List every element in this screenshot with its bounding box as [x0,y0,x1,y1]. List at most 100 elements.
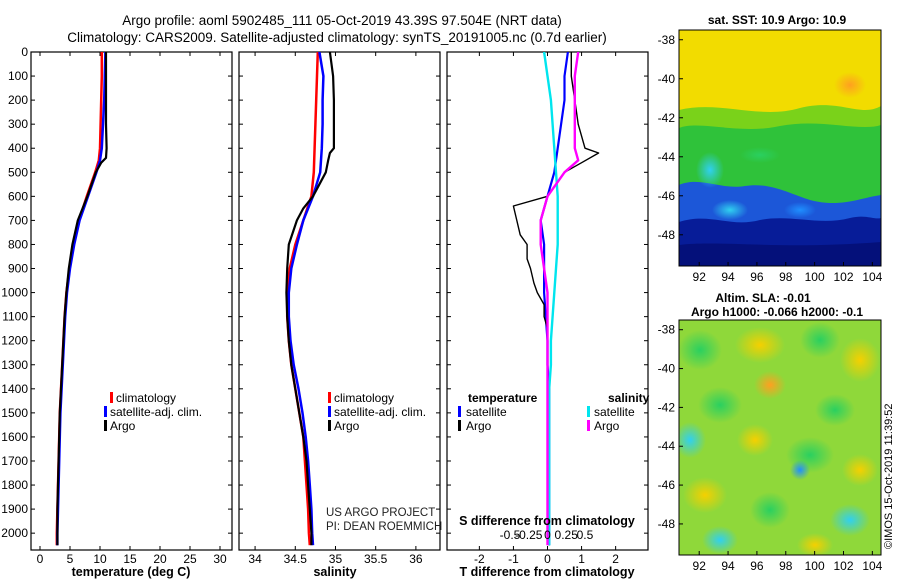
lon-tick-label: 92 [693,270,707,284]
depth-tick-label: 400 [8,141,28,155]
sst-field [679,30,881,266]
x-tick-label: 5 [67,552,74,566]
lat-tick-label: -38 [658,33,676,47]
x-tick-label: 2 [612,552,619,566]
legend-title-salinity: salinity [608,391,650,405]
depth-tick-label: 500 [8,165,28,179]
x-tick-label: -2 [474,552,485,566]
x-tick-label: 36 [409,552,423,566]
temperature-xlabel: temperature (deg C) [72,565,191,579]
s-tick-label: 0.5 [577,528,594,542]
s-tick-label: 0.25 [555,528,579,542]
legend-swatch-s-satellite [587,406,590,417]
legend-title-temperature: temperature [468,391,538,405]
lat-tick-label: -38 [658,323,676,337]
credit-pi: PI: DEAN ROEMMICH [326,521,442,533]
series-line-climatology [55,52,104,546]
depth-tick-label: 300 [8,117,28,131]
lat-tick-label: -40 [658,72,676,86]
sst-map-frame [678,29,882,267]
lat-tick-label: -42 [658,111,676,125]
legend-swatch-climatology [110,392,113,403]
series-line-argo [285,52,335,546]
lon-tick-label: 102 [833,270,853,284]
lon-tick-label: 104 [862,270,882,284]
legend-swatch-s-argo [587,420,590,431]
x-tick-label: 35.5 [364,552,388,566]
depth-tick-label: 1300 [1,358,28,372]
lat-tick-label: -48 [658,228,676,242]
lon-tick-label: 100 [805,559,825,573]
legend-label-t-satellite: satellite [466,405,507,419]
salinity-axis-ticks: 34 34.5 35 35.5 36 [239,51,440,566]
temperature-series [55,52,108,546]
lon-tick-label: 96 [750,559,764,573]
series-line-temperature-argo [512,52,600,546]
x-tick-label: 20 [153,552,167,566]
difference-panel: -2 -1 0 1 2 T difference from climatology S … [446,51,650,579]
lon-tick-label: 100 [805,270,825,284]
depth-tick-label: 1400 [1,382,28,396]
lon-tick-label: 104 [862,559,882,573]
depth-tick-label: 1700 [1,454,28,468]
legend-label-argo: Argo [110,419,136,433]
sla-map: Altim. SLA: -0.01 Argo h1000: -0.066 h20… [658,291,883,573]
series-line-argo [56,52,108,546]
lon-tick-label: 94 [721,270,735,284]
temperature-legend: climatology satellite-adj. clim. Argo [104,391,202,433]
lat-tick-label: -44 [658,439,676,453]
lon-tick-label: 96 [750,270,764,284]
legend-swatch-t-satellite [458,406,461,417]
series-line-satellite-adj-clim- [287,52,325,546]
x-tick-label: 10 [93,552,107,566]
salinity-panel-frame [238,51,441,551]
legend-swatch-satellite [328,406,331,417]
difference-axis-ticks: -2 -1 0 1 2 [447,51,648,566]
s-difference-xlabel: S difference from climatology [459,514,635,528]
sla-map-title: Altim. SLA: -0.01 [715,291,811,305]
depth-tick-label: 1200 [1,334,28,348]
depth-tick-label: 1600 [1,430,28,444]
difference-series [512,52,600,546]
depth-tick-label: 700 [8,213,28,227]
x-tick-label: 30 [213,552,227,566]
legend-swatch-satellite [104,406,107,417]
legend-label-satellite: satellite-adj. clim. [334,405,426,419]
salinity-series [285,52,335,546]
legend-label-s-satellite: satellite [594,405,635,419]
salinity-legend: climatology satellite-adj. clim. Argo [328,391,426,433]
depth-tick-label: 1900 [1,502,28,516]
sst-map-ticks: -38 -40 -42 -44 -46 -48 92 94 96 98 100 102 104 [658,33,883,284]
legend-label-climatology: climatology [116,391,176,405]
figure-title-line2: Climatology: CARS2009. Satellite-adjuste… [67,30,607,45]
x-tick-label: 25 [183,552,197,566]
s-tick-label: -0.25 [515,528,543,542]
lon-tick-label: 92 [693,559,707,573]
x-tick-label: 34.5 [284,552,308,566]
legend-swatch-argo [328,420,331,431]
salinity-panel: 34 34.5 35 35.5 36 salinity climatology sate… [238,51,442,579]
lat-tick-label: -42 [658,400,676,414]
depth-tick-label: 100 [8,69,28,83]
legend-swatch-argo [104,420,107,431]
s-tick-label: 0 [544,528,551,542]
series-line-satellite-adj-clim- [56,52,107,546]
s-difference-tick-labels: -0.5-0.25 0 0.250.5 [500,528,594,542]
legend-label-s-argo: Argo [594,419,620,433]
legend-label-t-argo: Argo [466,419,492,433]
temperature-panel-frame [30,51,233,551]
series-line-salinity-argo [539,52,580,546]
depth-tick-label: 1000 [1,286,28,300]
lat-tick-label: -40 [658,362,676,376]
series-line-salinity-satellite [542,52,559,546]
lat-tick-label: -44 [658,150,676,164]
sla-map-frame [678,319,882,556]
depth-tick-label: 800 [8,237,28,251]
imos-watermark: ©IMOS 15-Oct-2019 11:39:52 [883,404,895,549]
lat-tick-label: -46 [658,189,676,203]
depth-tick-label: 1800 [1,478,28,492]
depth-tick-label: 200 [8,93,28,107]
lon-tick-label: 98 [779,559,793,573]
sst-map: sat. SST: 10.9 Argo: 10.9 -38 -40 -42 -44 -4… [658,13,883,284]
